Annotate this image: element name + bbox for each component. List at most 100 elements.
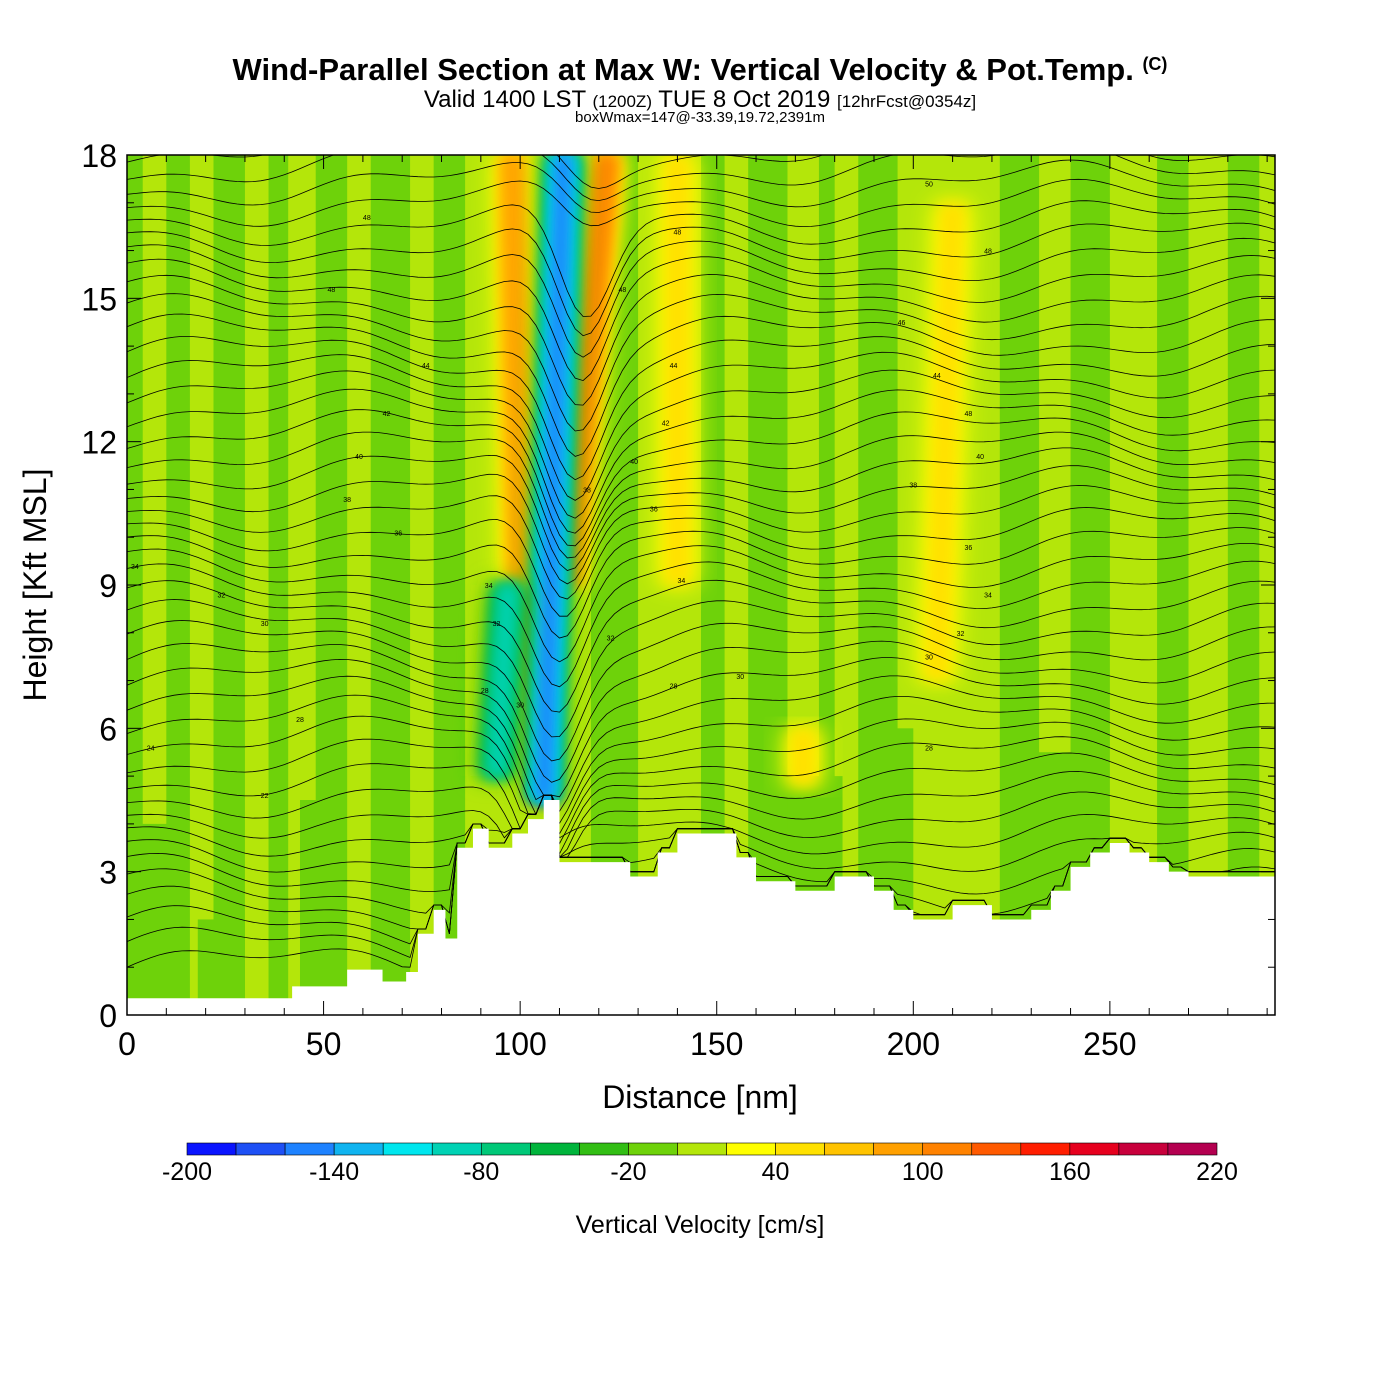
theta-isentrope: [127, 736, 1275, 845]
terrain-mask: [127, 800, 1275, 1015]
updraft-shape: [789, 728, 817, 786]
theta-isentrope: [127, 159, 1275, 213]
colorbar-label: Vertical Velocity [cm/s]: [576, 1211, 825, 1239]
x-tick-label: 200: [887, 1026, 940, 1062]
theta-contour-label: 40: [355, 454, 363, 461]
theta-isentrope: [127, 431, 1275, 559]
theta-isentrope: [127, 640, 1275, 783]
y-tick-label: 3: [99, 855, 117, 891]
chart-subtitle: Valid 1400 LST (1200Z) TUE 8 Oct 2019 [1…: [423, 86, 977, 113]
colorbar-swatch: [726, 1142, 776, 1156]
velocity-band: [166, 155, 190, 1015]
theta-isentrope: [127, 447, 1275, 571]
theta-contour-label: 32: [493, 621, 501, 628]
colorbar-swatch: [186, 1142, 237, 1156]
colorbar-tick-label: -80: [463, 1158, 499, 1186]
theta-isentrope: [127, 155, 1275, 202]
colorbar-swatch: [1118, 1142, 1169, 1156]
colorbar-swatch: [382, 1142, 433, 1156]
theta-contour-label: 32: [957, 631, 965, 638]
theta-contour-label: 34: [677, 578, 685, 585]
colorbar-swatch: [333, 1142, 384, 1156]
theta-contour-label: 28: [925, 745, 933, 752]
theta-isentrope: [127, 715, 1275, 835]
theta-contour-label: 36: [650, 507, 658, 514]
theta-contours: [127, 155, 1275, 968]
theta-isentrope: [127, 657, 1275, 798]
colorbar-swatch: [1167, 1142, 1218, 1156]
theta-contour-label: 48: [618, 287, 626, 294]
colorbar-swatch: [677, 1142, 727, 1156]
theta-contour-label: 34: [984, 593, 992, 600]
theta-contour-label: 32: [607, 636, 615, 643]
theta-isentrope: [127, 752, 1275, 856]
colorbar-tick-label: -140: [309, 1158, 359, 1186]
theta-contour-label: 32: [217, 593, 225, 600]
theta-contour-label: 28: [670, 683, 678, 690]
y-tick-label: 15: [81, 281, 117, 317]
velocity-band: [873, 728, 914, 920]
theta-contour-label: 36: [964, 545, 972, 552]
theta-isentrope: [127, 293, 1275, 432]
theta-contour-label: 28: [296, 717, 304, 724]
colorbar-swatch: [1069, 1142, 1120, 1156]
theta-contour-label: 48: [328, 287, 336, 294]
y-tick-label: 12: [81, 425, 117, 461]
theta-isentrope: [127, 255, 1275, 382]
velocity-band: [701, 155, 725, 1015]
updraft-shape: [664, 155, 691, 585]
y-tick-label: 9: [99, 568, 117, 604]
theta-contour-label: 48: [964, 411, 972, 418]
downdraft-shape: [537, 155, 571, 800]
theta-contour-label: 40: [630, 459, 638, 466]
theta-contour-labels: 48 48 44 42 40 38 36 34 32 30 28 24 22 34 32 28 30 48 48 44…: [131, 182, 992, 801]
theta-contour-label: 44: [933, 373, 941, 380]
theta-isentrope: [127, 369, 1275, 519]
colorbar-swatch: [431, 1142, 482, 1156]
theta-isentrope: [127, 694, 1275, 825]
velocity-field-streaks: [127, 155, 1260, 1015]
theta-isentrope: [127, 599, 1275, 738]
theta-isentrope: [127, 620, 1275, 762]
colorbar-tick-label: -20: [610, 1158, 646, 1186]
theta-contour-label: 48: [674, 229, 682, 236]
colorbar-tick-label: 160: [1049, 1158, 1091, 1186]
colorbar-swatch: [579, 1142, 629, 1156]
theta-contour-label: 44: [670, 363, 678, 370]
colorbar-swatch: [284, 1142, 335, 1156]
colorbar-swatch: [235, 1142, 286, 1156]
colorbar-swatch: [873, 1142, 924, 1156]
colorbar-tick-label: 220: [1196, 1158, 1238, 1186]
theta-contour-label: 38: [583, 487, 591, 494]
colorbar-swatch: [480, 1142, 531, 1156]
theta-contour-label: 34: [131, 564, 139, 571]
theta-contour-label: 28: [481, 688, 489, 695]
x-axis-label: Distance [nm]: [602, 1079, 798, 1115]
theta-contour-label: 30: [261, 621, 269, 628]
theta-contour-label: 40: [976, 454, 984, 461]
theta-contour-label: 34: [485, 583, 493, 590]
velocity-band: [370, 155, 411, 1015]
colorbar-swatch: [530, 1142, 580, 1156]
theta-contour-label: 42: [662, 421, 670, 428]
theta-contour-label: 38: [343, 497, 351, 504]
theta-isentrope: [127, 507, 1275, 617]
velocity-band: [268, 155, 289, 1015]
x-tick-label: 150: [690, 1026, 743, 1062]
x-tick-label: 50: [306, 1026, 342, 1062]
theta-contour-label: 36: [394, 530, 402, 537]
updraft-shape: [503, 155, 530, 585]
theta-isentrope: [127, 579, 1275, 713]
colorbar-swatch: [775, 1142, 825, 1156]
theta-isentrope: [127, 200, 1275, 317]
y-tick-label: 6: [99, 711, 117, 747]
colorbar-swatch: [628, 1142, 678, 1156]
velocity-band: [787, 776, 843, 896]
colorbar-tick-label: -200: [162, 1158, 212, 1186]
downdraft-shape: [487, 585, 518, 777]
theta-contour-label: 42: [383, 411, 391, 418]
x-tick-label: 0: [118, 1026, 136, 1062]
theta-contour-label: 30: [925, 655, 933, 662]
theta-isentrope: [127, 543, 1275, 663]
